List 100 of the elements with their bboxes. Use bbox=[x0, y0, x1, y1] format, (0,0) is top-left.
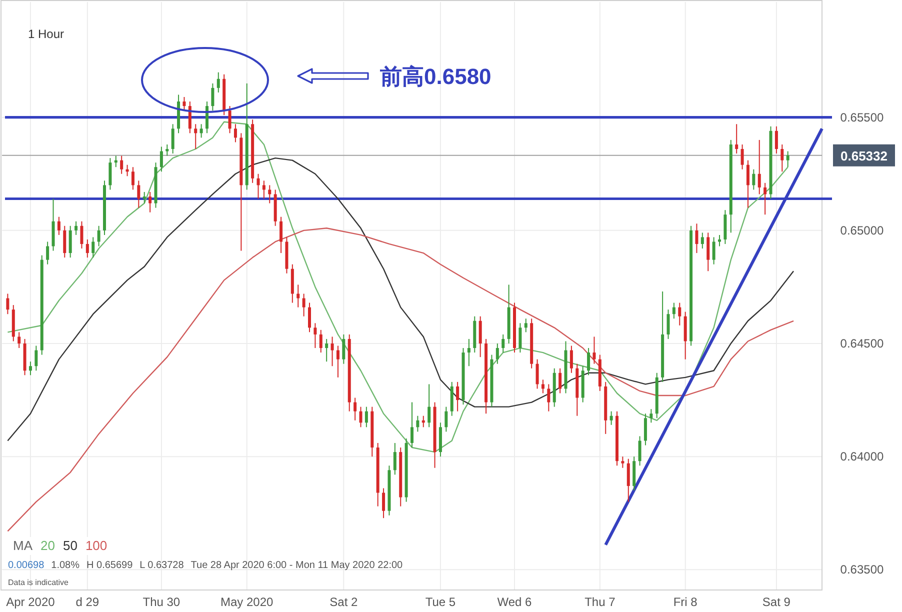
candlestick bbox=[712, 236, 716, 265]
candlestick bbox=[621, 456, 624, 468]
annotation: H 0.65699 bbox=[86, 560, 134, 571]
candlestick bbox=[780, 144, 784, 172]
x-tick-label: Wed 6 bbox=[497, 595, 532, 609]
x-tick-label: d 29 bbox=[76, 595, 100, 609]
candlestick bbox=[314, 322, 317, 349]
x-tick-label: Sat 9 bbox=[762, 595, 791, 609]
candlestick bbox=[558, 368, 562, 394]
candlestick bbox=[444, 406, 448, 432]
candlestick bbox=[92, 236, 95, 258]
candlestick bbox=[86, 238, 89, 258]
candlestick bbox=[228, 106, 232, 134]
candlestick bbox=[359, 406, 362, 428]
candlestick bbox=[188, 101, 192, 134]
candlestick bbox=[166, 144, 169, 156]
candlestick bbox=[120, 155, 124, 174]
candlestick bbox=[626, 458, 630, 502]
candlestick bbox=[308, 302, 311, 333]
candlestick bbox=[478, 316, 482, 358]
candlestick bbox=[524, 318, 528, 333]
candlestick bbox=[296, 284, 300, 308]
candlestick bbox=[678, 302, 682, 326]
candlestick bbox=[216, 72, 220, 93]
candlestick bbox=[142, 191, 146, 204]
candlestick bbox=[336, 345, 340, 378]
candlestick bbox=[672, 302, 676, 320]
candlestick bbox=[666, 309, 670, 340]
annotation: 0.00698 bbox=[8, 560, 45, 571]
x-tick-label: Thu 7 bbox=[584, 595, 616, 609]
candlestick bbox=[18, 332, 21, 349]
candlestick bbox=[262, 180, 266, 200]
candlestick bbox=[518, 322, 522, 354]
candlestick bbox=[752, 168, 756, 190]
candlestick bbox=[34, 345, 38, 372]
candlestick bbox=[638, 436, 642, 466]
candlestick bbox=[137, 180, 140, 208]
x-tick-label: Fri 8 bbox=[673, 595, 698, 609]
candlestick bbox=[706, 232, 710, 272]
candlestick bbox=[467, 338, 470, 367]
candlestick bbox=[319, 329, 322, 354]
candlestick bbox=[302, 293, 306, 317]
candlestick bbox=[740, 144, 744, 170]
x-tick-label: Sat 2 bbox=[330, 595, 358, 609]
candlestick bbox=[63, 225, 66, 258]
candlestick bbox=[610, 410, 613, 426]
candlestick bbox=[234, 124, 237, 143]
candlestick bbox=[330, 336, 334, 367]
y-tick-label: 0.64000 bbox=[840, 450, 884, 464]
candlestick bbox=[108, 158, 112, 190]
candlestick bbox=[194, 124, 198, 150]
annotation: 前高0.6580 bbox=[379, 64, 492, 89]
candlestick bbox=[160, 146, 163, 172]
x-tick-label: Apr 2020 bbox=[6, 595, 56, 609]
candlestick bbox=[148, 191, 152, 213]
candlestick bbox=[644, 413, 647, 446]
candlestick bbox=[256, 173, 260, 200]
candlestick bbox=[735, 124, 738, 154]
candlestick bbox=[131, 166, 134, 190]
candlestick bbox=[200, 124, 203, 138]
candlestick bbox=[268, 184, 272, 204]
legend-title: MA bbox=[13, 538, 33, 553]
candlestick bbox=[342, 334, 346, 364]
candlestick bbox=[541, 379, 544, 394]
candlestick bbox=[650, 408, 653, 424]
candlestick bbox=[6, 293, 10, 315]
candlestick bbox=[536, 358, 539, 390]
y-tick-label: 0.65500 bbox=[840, 110, 884, 124]
text: 1 Hour bbox=[28, 27, 64, 41]
annotation: Tue 28 Apr 2020 6:00 - Mon 11 May 2020 22:00 bbox=[190, 560, 404, 571]
candlestick bbox=[382, 488, 386, 519]
candlestick bbox=[764, 182, 767, 216]
candlestick bbox=[354, 397, 357, 421]
candlestick bbox=[206, 101, 208, 134]
x-tick-label: May 2020 bbox=[220, 595, 274, 609]
candlestick bbox=[496, 342, 499, 364]
y-tick-label: 0.64500 bbox=[840, 336, 884, 350]
candlestick bbox=[182, 96, 186, 112]
candlestick bbox=[695, 223, 698, 254]
candlestick bbox=[364, 406, 368, 428]
candlestick bbox=[547, 384, 550, 412]
candlestick bbox=[68, 225, 72, 258]
annotation: Data is indicative bbox=[8, 578, 70, 587]
candlestick bbox=[280, 216, 283, 254]
x-tick-label: Thu 30 bbox=[142, 595, 180, 609]
candlestick bbox=[46, 241, 50, 265]
candlestick bbox=[502, 334, 505, 354]
candlestick bbox=[786, 150, 790, 168]
candlestick bbox=[746, 160, 750, 208]
candlestick bbox=[428, 384, 431, 428]
annotation: L 0.63728 bbox=[140, 560, 184, 571]
candlestick bbox=[774, 126, 778, 154]
candlestick bbox=[74, 220, 78, 236]
candlestick bbox=[171, 124, 174, 154]
candlestick bbox=[410, 402, 414, 448]
x-tick-label: Tue 5 bbox=[425, 595, 456, 609]
candlestick bbox=[80, 220, 84, 250]
candlestick bbox=[700, 232, 704, 250]
y-tick-label: 0.63500 bbox=[840, 562, 884, 577]
candlestick bbox=[456, 381, 460, 412]
